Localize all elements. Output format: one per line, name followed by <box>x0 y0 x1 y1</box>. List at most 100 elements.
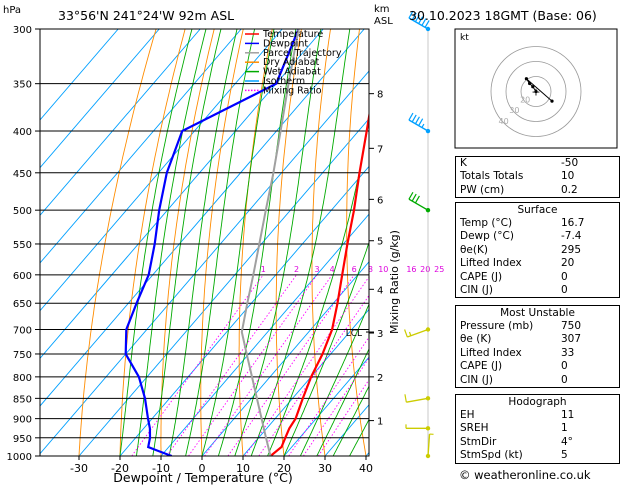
wind-barb-dot <box>425 453 431 459</box>
plot-frame <box>39 28 370 457</box>
legend-label: Mixing Ratio <box>263 85 322 96</box>
hpa-label: hPa <box>3 5 21 16</box>
isotherm-line <box>40 70 369 455</box>
wind-barb-flag <box>414 14 420 23</box>
surface-row: θe(K) 295 <box>460 243 582 256</box>
pressure-tick-label: 600 <box>13 271 32 282</box>
temperature-tick-label: 40 <box>359 462 373 475</box>
hodo-row: StmSpd (kt) 5 <box>460 449 568 462</box>
hodograph-point <box>528 81 532 86</box>
mixing-ratio-label: 3 <box>314 265 319 274</box>
pressure-tick-label: 650 <box>13 299 32 310</box>
wind-barb-flag <box>418 118 424 126</box>
legend-label: Isotherm <box>263 76 305 87</box>
pressure-tick-label: 900 <box>13 415 32 426</box>
mixing-ratio-line <box>317 378 369 456</box>
surface-table: Surface Temp (°C) 16.7 Dewp (°C) -7.4 θe(K… <box>455 202 620 299</box>
hodograph-ring-label: 20 <box>520 95 530 104</box>
profiles <box>124 29 369 456</box>
isotherm-line <box>40 29 242 264</box>
pressure-tick-label: 800 <box>13 373 32 384</box>
mixing-ratio-label: 2 <box>294 265 299 274</box>
isotherm-line <box>40 29 201 216</box>
pressure-tick-label: 500 <box>13 206 32 217</box>
pressure-tick-label: 1000 <box>7 452 32 463</box>
hodo-row: StmDir 4° <box>460 435 573 448</box>
isotherm-line <box>242 308 369 456</box>
isotherm-line <box>201 261 369 456</box>
pressure-tick-label: 850 <box>13 394 32 405</box>
mu-row: Pressure (mb) 750 <box>460 320 582 332</box>
wind-barb-flag <box>421 123 425 128</box>
wind-barb-flag <box>408 10 414 19</box>
temperature-tick-label: -10 <box>152 462 170 475</box>
hodo-row: EH 11 <box>460 409 575 421</box>
pressure-tick-label: 400 <box>13 127 32 138</box>
hodograph-ring <box>490 46 582 137</box>
pressure-tick-label: 350 <box>13 80 32 91</box>
pressure-tick-label: 550 <box>13 240 32 251</box>
series-parcel-trajectory <box>240 29 300 456</box>
hodograph-point <box>531 85 535 89</box>
km-tick-label: 8 <box>377 90 383 101</box>
mu-row: θe (K) 307 <box>460 333 582 346</box>
wind-barb-flag <box>408 331 412 336</box>
most-unstable-table: Most Unstable Pressure (mb) 750 θe (K) 307… <box>455 305 620 388</box>
km-tick-label: 4 <box>377 285 383 296</box>
hodograph-point <box>550 99 554 103</box>
pressure-tick-label: 950 <box>13 434 32 445</box>
km-tick-label: 2 <box>377 373 383 384</box>
series-dewpoint <box>124 29 300 456</box>
mixing-ratio-label: 6 <box>352 265 357 274</box>
datetime-label: 30.10.2023 18GMT (Base: 06) <box>409 8 597 23</box>
hodograph-ring-label: 40 <box>499 117 509 126</box>
hodograph-ring <box>505 61 567 122</box>
hodograph-point <box>524 77 529 81</box>
location-title: 33°56'N 241°24'W 92m ASL <box>58 8 234 23</box>
wind-barb-dot <box>425 426 431 431</box>
isotherm-line <box>40 29 160 169</box>
mixing-ratio-label: 25 <box>434 265 444 274</box>
mixing-ratio-axis-label: Mixing Ratio (g/kg) <box>388 230 401 334</box>
legend-label: Dry Adiabat <box>263 57 320 68</box>
wind-barb-flag <box>408 112 414 121</box>
mixing-ratio-label: 10 <box>378 265 388 274</box>
series-temperature <box>269 110 369 456</box>
temperature-tick-label: 30 <box>318 462 332 475</box>
legend-label: Parcel Trajectory <box>263 48 342 59</box>
km-label: km <box>374 4 390 15</box>
wind-barb-flag <box>414 195 420 204</box>
mixing-ratio-label: 4 <box>330 265 335 274</box>
wind-barb-flag <box>411 193 417 202</box>
mixing-ratio-label: 20 <box>420 265 430 274</box>
km-tick-label: 6 <box>377 195 383 206</box>
pressure-tick-label: 300 <box>13 25 32 36</box>
wind-barb-flag <box>414 116 420 125</box>
most-unstable-title: Most Unstable <box>500 307 575 319</box>
dry-adiabat-line <box>413 29 448 456</box>
hodograph-frame <box>454 28 618 149</box>
temperature-tick-label: 0 <box>199 462 206 475</box>
temperature-tick-label: -30 <box>70 462 88 475</box>
wind-barbs <box>404 10 434 459</box>
wind-barb-flag <box>404 394 407 403</box>
km-tick-label: 5 <box>377 237 383 248</box>
wet-adiabat-line <box>185 29 256 456</box>
surface-title: Surface <box>517 204 558 216</box>
indices-table: K -50 Totals Totals 10 PW (cm) 0.2 <box>455 156 620 199</box>
wind-barb-flag <box>418 16 424 24</box>
wind-barb-flag <box>408 191 414 200</box>
wet-adiabat-line <box>316 347 369 456</box>
wind-barb-dot <box>425 207 431 213</box>
copyright-footer[interactable]: © weatheronline.co.uk <box>459 468 591 482</box>
wet-adiabat-line <box>299 302 369 456</box>
hodograph-ring-label: 30 <box>509 106 519 115</box>
legend-label: Wet Adiabat <box>263 67 321 78</box>
wind-barb-flag <box>421 18 427 26</box>
mixing-ratio-line <box>188 274 318 456</box>
hodograph-unit-label: kt <box>460 33 469 43</box>
hodograph-title: Hodograph <box>508 396 567 408</box>
surface-row: Dewp (°C) -7.4 <box>460 230 582 243</box>
isotherm-line <box>160 213 369 456</box>
surface-row: Temp (°C) 16.7 <box>460 217 585 229</box>
